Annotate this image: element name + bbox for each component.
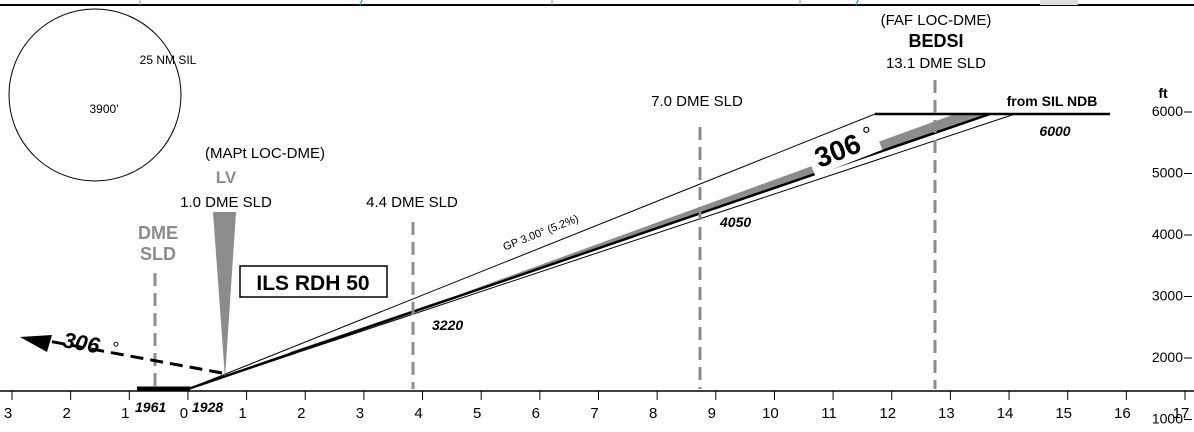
- fix-4-4-altitude: 3220: [432, 317, 463, 333]
- distance-tick-label: 7: [590, 405, 598, 422]
- distance-tick-label: 1: [121, 405, 129, 422]
- altitude-tick-label: 5000: [1152, 165, 1183, 181]
- distance-tick-label: 3: [356, 405, 364, 422]
- distance-tick-label: 2: [297, 405, 305, 422]
- distance-tick-label: 10: [762, 405, 779, 422]
- threshold-elevation-label: 1928: [192, 399, 223, 415]
- faf-distance: 13.1 DME SLD: [886, 55, 986, 72]
- distance-tick-label: 6: [532, 405, 540, 422]
- frame-gray-block: [1040, 0, 1078, 5]
- fix-4-4-label: 4.4 DME SLD: [366, 194, 458, 211]
- altitude-tick-label: 2000: [1152, 349, 1183, 365]
- missed-course-degree: °: [110, 338, 121, 359]
- mapt-distance: 1.0 DME SLD: [180, 194, 272, 211]
- tdze-label: 1961: [135, 399, 166, 415]
- distance-tick-label: 14: [997, 405, 1014, 422]
- altitude-ticks: 6000 5000 4000 3000 2000 1000: [1152, 103, 1192, 427]
- missed-approach-arrowhead: [20, 335, 52, 352]
- distance-tick-label: 8: [649, 405, 657, 422]
- altitude-tick-label: 4000: [1152, 226, 1183, 242]
- distance-tick-label: 13: [938, 405, 955, 422]
- faf-name: BEDSI: [908, 31, 963, 51]
- distance-tick-label: 11: [821, 405, 837, 422]
- dme-source-label: DME: [138, 223, 178, 243]
- altitude-unit: ft: [1158, 85, 1168, 101]
- missed-course-value: 306: [61, 327, 102, 358]
- initial-segment-label: from SIL NDB: [1007, 93, 1098, 109]
- frame-tick-cyan: [359, 0, 363, 6]
- distance-tick-label: 0: [180, 405, 188, 422]
- mapt-caption: (MAPt LOC-DME): [205, 145, 325, 162]
- missed-approach-path: [47, 339, 223, 375]
- faf-caption: (FAF LOC-DME): [881, 12, 992, 29]
- distance-tick-label: 17: [1173, 405, 1190, 422]
- msa-altitude-label: 3900': [90, 102, 119, 116]
- frame-tick-cyan: [855, 0, 859, 6]
- distance-tick-label: 4: [414, 405, 422, 422]
- altitude-tick-label: 3000: [1152, 288, 1183, 304]
- altitude-tick-label: 1000: [1152, 411, 1183, 427]
- distance-tick-label: 5: [473, 405, 481, 422]
- distance-tick-label: 12: [879, 405, 896, 422]
- mapt-name: LV: [216, 168, 237, 187]
- ils-rdh-label: ILS RDH 50: [256, 272, 369, 295]
- distance-tick-label: 3: [4, 405, 12, 422]
- dme-source-sublabel: SLD: [140, 244, 176, 264]
- fix-7-0-altitude: 4050: [719, 214, 751, 230]
- distance-ticks: 3 2 1 0 1 2 3 4 5 6 7 8 9 10 11 12 13 14 15 16 17: [4, 391, 1190, 422]
- distance-tick-label: 16: [1114, 405, 1131, 422]
- distance-tick-label: 15: [1055, 405, 1072, 422]
- initial-segment-altitude: 6000: [1039, 123, 1070, 139]
- ils-rdh-box: ILS RDH 50: [239, 265, 388, 298]
- altitude-tick-label: 6000: [1152, 103, 1183, 119]
- fix-7-0-label: 7.0 DME SLD: [651, 93, 743, 110]
- distance-tick-label: 1: [238, 405, 246, 422]
- missed-approach-course: 306 °: [61, 327, 121, 359]
- mapt-marker: [213, 212, 236, 378]
- distance-tick-label: 9: [708, 405, 716, 422]
- msa-radius-label: 25 NM SIL: [140, 53, 197, 67]
- distance-tick-label: 2: [62, 405, 70, 422]
- msa-circle: 25 NM SIL 3900': [8, 8, 197, 182]
